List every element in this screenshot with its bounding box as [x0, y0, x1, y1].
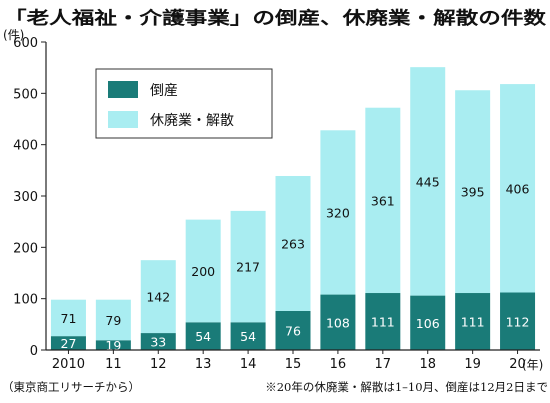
data-label-closure: 71 — [61, 311, 77, 326]
legend: 倒産 休廃業・解散 — [95, 68, 273, 139]
source-note: （東京商工リサーチから） — [2, 380, 140, 394]
data-label-bankruptcy: 106 — [416, 316, 440, 331]
data-label-bankruptcy: 111 — [371, 315, 395, 330]
data-label-bankruptcy: 111 — [461, 315, 485, 330]
x-tick-label: 14 — [240, 357, 257, 372]
bar-bankruptcy — [275, 310, 311, 350]
data-label-bankruptcy: 54 — [240, 329, 256, 344]
bar-closure — [185, 219, 221, 323]
y-tick-label: 600 — [13, 36, 38, 51]
y-axis-unit: (件) — [3, 28, 24, 42]
legend-label-closure: 休廃業・解散 — [150, 112, 234, 129]
data-label-bankruptcy: 27 — [61, 336, 77, 351]
data-label-closure: 445 — [416, 174, 440, 189]
bar-closure — [230, 210, 266, 323]
bar-bankruptcy — [320, 294, 356, 350]
bar-bankruptcy — [230, 322, 266, 350]
bar-closure — [365, 107, 401, 294]
y-tick-label: 0 — [30, 344, 38, 359]
bar-bankruptcy — [140, 333, 176, 350]
data-label-closure: 263 — [281, 236, 305, 251]
bar-bankruptcy — [500, 292, 536, 350]
x-tick-label: 16 — [330, 357, 347, 372]
bar-bankruptcy — [185, 322, 221, 350]
legend-swatch-closure — [108, 111, 138, 128]
bar-bankruptcy — [455, 293, 491, 350]
legend-swatch-bankruptcy — [108, 81, 138, 98]
y-tick-label: 100 — [13, 293, 38, 308]
x-tick-label: 19 — [464, 357, 481, 372]
bar-bankruptcy — [410, 295, 446, 350]
y-tick-label: 400 — [13, 139, 38, 154]
x-tick-label: 12 — [150, 357, 167, 372]
x-tick-label: 11 — [105, 357, 122, 372]
bar-bankruptcy — [365, 293, 401, 350]
y-tick-label: 300 — [13, 190, 38, 205]
bar-bankruptcy — [95, 340, 131, 350]
data-label-bankruptcy: 54 — [195, 329, 211, 344]
data-label-closure: 395 — [461, 185, 485, 200]
bar-closure — [95, 299, 131, 341]
x-tick-label: 20 — [509, 357, 526, 372]
data-label-closure: 200 — [191, 264, 215, 279]
bar-closure — [500, 84, 536, 293]
data-label-bankruptcy: 33 — [150, 335, 166, 350]
data-label-closure: 320 — [326, 205, 350, 220]
data-label-bankruptcy: 112 — [506, 314, 530, 329]
legend-label-bankruptcy: 倒産 — [150, 83, 178, 99]
footnote: ※20年の休廃業・解散は1–10月、倒産は12月2日まで — [265, 380, 548, 394]
x-tick-label: 13 — [195, 357, 212, 372]
data-label-closure: 142 — [146, 290, 170, 305]
data-label-closure: 217 — [236, 260, 260, 275]
bar-closure — [455, 90, 491, 294]
bar-bankruptcy — [50, 336, 86, 350]
bar-closure — [50, 299, 86, 337]
y-tick-label: 500 — [13, 87, 38, 102]
data-label-closure: 361 — [371, 193, 395, 208]
bar-closure — [320, 130, 356, 295]
bar-closure — [140, 260, 176, 334]
x-tick-label: 15 — [285, 357, 302, 372]
bar-closure — [410, 67, 446, 296]
x-axis-unit: (年) — [522, 358, 543, 372]
x-tick-label: 2010 — [52, 357, 85, 372]
data-label-bankruptcy: 76 — [285, 323, 301, 338]
chart-title: 「老人福祉・介護事業」の倒産、休廃業・解散の件数 — [4, 8, 547, 29]
bar-closure — [275, 175, 311, 311]
data-label-bankruptcy: 108 — [326, 315, 350, 330]
data-label-bankruptcy: 19 — [105, 338, 121, 353]
plot-area: 0 100 200 300 400 500 600 27 71 2010 19 79 11 33 142 12… — [13, 36, 540, 372]
x-tick-label: 18 — [419, 357, 436, 372]
data-label-closure: 406 — [506, 181, 530, 196]
x-tick-label: 17 — [375, 357, 392, 372]
data-label-closure: 79 — [105, 313, 121, 328]
y-tick-label: 200 — [13, 241, 38, 256]
